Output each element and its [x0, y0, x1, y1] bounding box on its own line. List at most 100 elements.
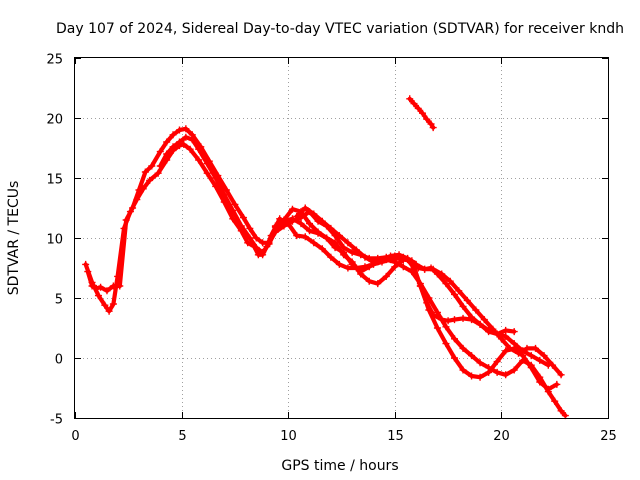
data-point: [163, 138, 171, 146]
data-point: [92, 284, 100, 292]
data-point: [374, 280, 382, 288]
series-track-e: [293, 204, 565, 379]
data-point: [301, 233, 309, 241]
data-point: [416, 280, 424, 288]
data-point: [135, 186, 143, 194]
data-point: [156, 148, 164, 156]
data-point: [557, 371, 565, 379]
data-point: [94, 292, 102, 300]
data-point: [433, 308, 441, 316]
data-point: [425, 294, 433, 302]
data-point: [442, 323, 450, 331]
data-point: [169, 143, 177, 151]
series-track-f: [406, 95, 437, 132]
data-point: [408, 268, 416, 276]
data-point: [544, 388, 552, 396]
data-point: [472, 306, 480, 314]
data-point: [203, 169, 211, 177]
data-point: [523, 344, 531, 352]
data-point: [404, 254, 412, 262]
data-point: [549, 361, 557, 369]
data-point: [450, 335, 458, 343]
data-point: [239, 214, 247, 222]
data-point: [259, 248, 267, 256]
data-point: [148, 162, 156, 170]
y-tick-label: 0: [55, 353, 63, 368]
data-point: [476, 373, 484, 381]
data-point: [412, 260, 420, 268]
data-point: [497, 335, 505, 343]
data-point: [310, 239, 318, 247]
data-point: [97, 283, 105, 291]
data-point: [423, 115, 431, 123]
data-point: [327, 224, 335, 232]
data-point: [88, 282, 96, 290]
data-point: [348, 248, 356, 256]
data-point: [237, 222, 245, 230]
data-point: [561, 412, 569, 420]
data-point: [84, 268, 92, 276]
data-point: [450, 316, 458, 324]
data-point: [459, 366, 467, 374]
data-point: [361, 253, 369, 261]
data-point: [419, 109, 427, 117]
data-point: [306, 227, 314, 235]
data-point: [510, 328, 518, 336]
data-point: [146, 176, 154, 184]
data-point: [382, 272, 390, 280]
data-point: [502, 326, 510, 334]
data-point: [154, 169, 162, 177]
data-point: [427, 120, 435, 128]
data-point: [195, 156, 203, 164]
data-point: [450, 290, 458, 298]
data-point: [156, 162, 164, 170]
y-tick-label: 15: [46, 173, 63, 188]
data-point: [502, 347, 510, 355]
data-point: [459, 314, 467, 322]
data-point: [175, 138, 183, 146]
data-point: [246, 234, 254, 242]
x-tick-label: 25: [600, 429, 617, 444]
data-point: [105, 307, 113, 315]
data-point: [276, 215, 284, 223]
data-point: [444, 317, 452, 325]
data-point: [293, 212, 301, 220]
data-point: [455, 287, 463, 295]
data-point: [323, 234, 331, 242]
data-point: [365, 263, 373, 271]
data-point: [318, 245, 326, 253]
x-tick-label: 10: [280, 429, 297, 444]
plot-frame: [74, 57, 609, 419]
data-point: [318, 217, 326, 225]
data-point: [378, 256, 386, 264]
data-point: [536, 373, 544, 381]
data-point: [195, 145, 203, 153]
data-point: [410, 100, 418, 108]
x-tick-label: 5: [178, 429, 186, 444]
grid-lines: [75, 58, 608, 418]
data-point: [532, 344, 540, 352]
data-point: [265, 240, 273, 248]
data-point: [476, 320, 484, 328]
data-point: [246, 224, 254, 232]
x-tick-label: 15: [387, 429, 404, 444]
data-point: [122, 216, 130, 224]
data-point: [116, 282, 124, 290]
data-point: [229, 206, 237, 214]
data-point: [510, 366, 518, 374]
y-tick-label: -5: [50, 413, 63, 428]
data-point: [527, 361, 535, 369]
data-point: [536, 356, 544, 364]
data-point: [109, 282, 117, 290]
data-point: [180, 140, 188, 148]
x-tick-label: 20: [493, 429, 510, 444]
data-point: [468, 352, 476, 360]
x-tick-label: 0: [71, 429, 79, 444]
data-point: [406, 95, 414, 103]
data-point: [288, 215, 296, 223]
data-point: [502, 332, 510, 340]
data-point: [344, 239, 352, 247]
data-point: [103, 287, 111, 295]
data-point: [357, 268, 365, 276]
